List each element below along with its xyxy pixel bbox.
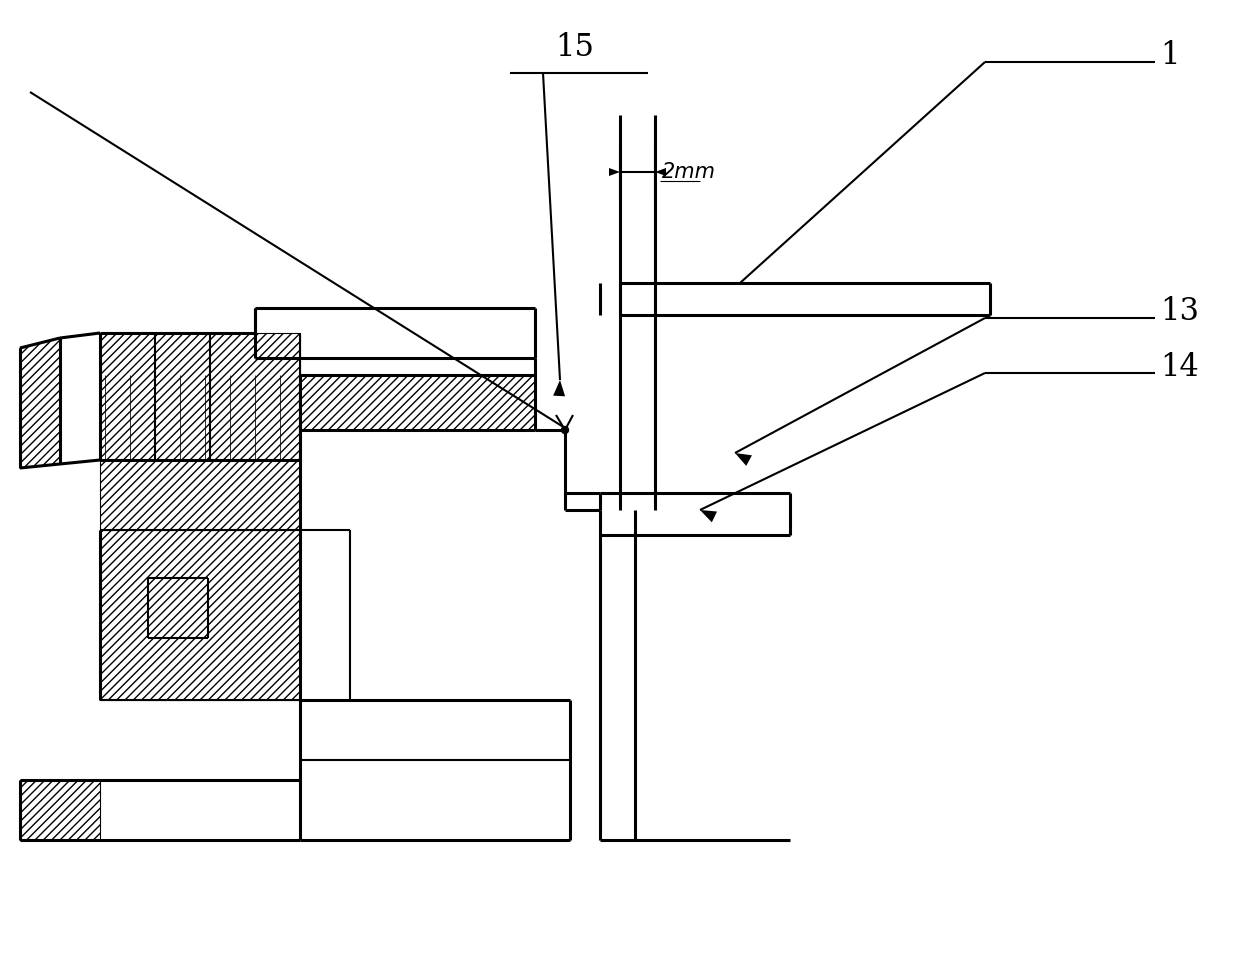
Circle shape xyxy=(562,426,568,433)
Polygon shape xyxy=(300,375,534,430)
Text: 14: 14 xyxy=(1159,351,1199,383)
Polygon shape xyxy=(100,530,300,700)
Polygon shape xyxy=(655,168,666,176)
Text: 1: 1 xyxy=(1159,40,1179,71)
Polygon shape xyxy=(701,510,717,522)
Text: 15: 15 xyxy=(556,33,594,64)
Polygon shape xyxy=(100,333,300,460)
Polygon shape xyxy=(553,380,565,396)
Polygon shape xyxy=(735,453,751,466)
Text: 13: 13 xyxy=(1159,297,1199,328)
Polygon shape xyxy=(20,780,100,840)
Polygon shape xyxy=(20,338,60,468)
Polygon shape xyxy=(100,460,300,530)
Polygon shape xyxy=(609,168,620,176)
Text: 2mm: 2mm xyxy=(662,162,715,182)
